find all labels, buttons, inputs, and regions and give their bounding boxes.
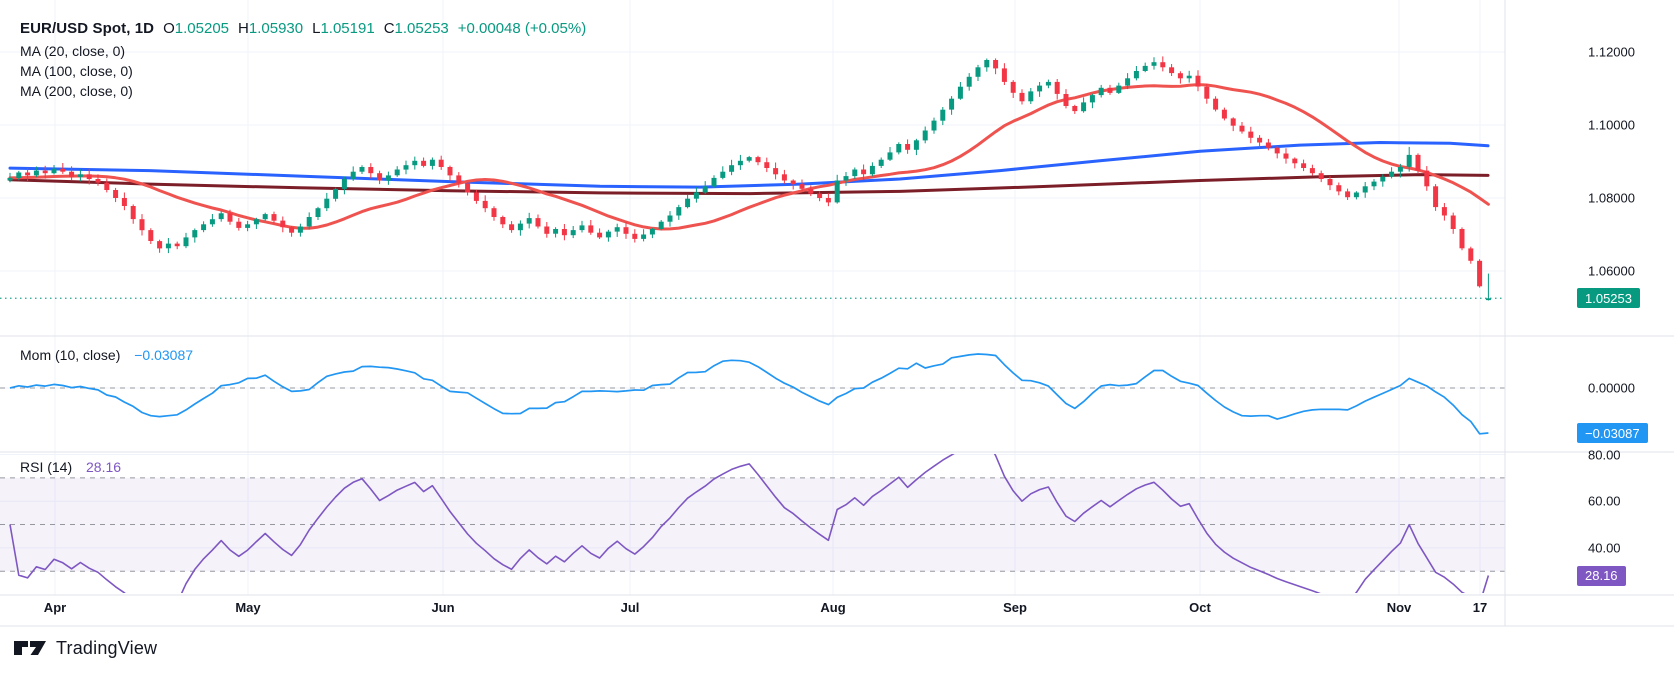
- chart-canvas[interactable]: [0, 0, 1674, 630]
- ohlc-high: H1.05930: [238, 20, 304, 37]
- time-axis-label-sep: Sep: [1003, 600, 1027, 615]
- rsi-axis-label: 60.00: [1588, 493, 1621, 509]
- ohlc-low: L1.05191: [312, 20, 375, 37]
- last-price-badge: 1.05253: [1577, 288, 1640, 309]
- tradingview-logo-icon: [14, 641, 46, 655]
- time-axis-label-jun: Jun: [431, 600, 455, 615]
- ma20-legend[interactable]: MA (20, close, 0): [20, 43, 126, 59]
- time-axis-label-aug: Aug: [820, 600, 846, 615]
- time-axis-label-may: May: [235, 600, 261, 615]
- symbol-title[interactable]: EUR/USD Spot, 1D: [20, 20, 155, 37]
- price-axis-label: 1.06000: [1588, 263, 1635, 279]
- time-axis-label-oct: Oct: [1189, 600, 1211, 615]
- price-axis-label: 1.10000: [1588, 117, 1635, 133]
- mom-legend[interactable]: Mom (10, close) −0.03087: [20, 347, 193, 363]
- rsi-value-badge: 28.16: [1577, 565, 1626, 586]
- change-value: +0.00048 (+0.05%): [457, 20, 587, 37]
- mom-value: −0.03087: [134, 347, 194, 363]
- ma100-legend[interactable]: MA (100, close, 0): [20, 63, 133, 79]
- rsi-axis-label: 40.00: [1588, 540, 1621, 556]
- rsi-label: RSI (14): [20, 459, 73, 475]
- mom-value-badge: −0.03087: [1577, 423, 1648, 443]
- rsi-legend[interactable]: RSI (14) 28.16: [20, 459, 121, 475]
- time-axis-label-17: 17: [1472, 600, 1488, 615]
- tradingview-logo-text: TradingView: [56, 637, 158, 658]
- time-axis-label-apr: Apr: [43, 600, 67, 615]
- price-axis-label: 1.12000: [1588, 44, 1635, 60]
- ma200-legend[interactable]: MA (200, close, 0): [20, 83, 133, 99]
- rsi-value: 28.16: [86, 459, 122, 475]
- ohlc-open: O1.05205: [163, 20, 230, 37]
- tradingview-logo[interactable]: TradingView: [13, 636, 157, 660]
- ohlc-close: C1.05253: [383, 20, 449, 37]
- time-axis-label-jul: Jul: [620, 600, 640, 615]
- rsi-axis-label: 80.00: [1588, 447, 1621, 462]
- chart-legend: EUR/USD Spot, 1D O1.05205 H1.05930 L1.05…: [20, 20, 586, 37]
- price-axis-label: 1.08000: [1588, 190, 1635, 206]
- mom-axis-zero-label: 0.00000: [1588, 380, 1635, 396]
- time-axis-label-nov: Nov: [1386, 600, 1412, 615]
- mom-label: Mom (10, close): [20, 347, 121, 363]
